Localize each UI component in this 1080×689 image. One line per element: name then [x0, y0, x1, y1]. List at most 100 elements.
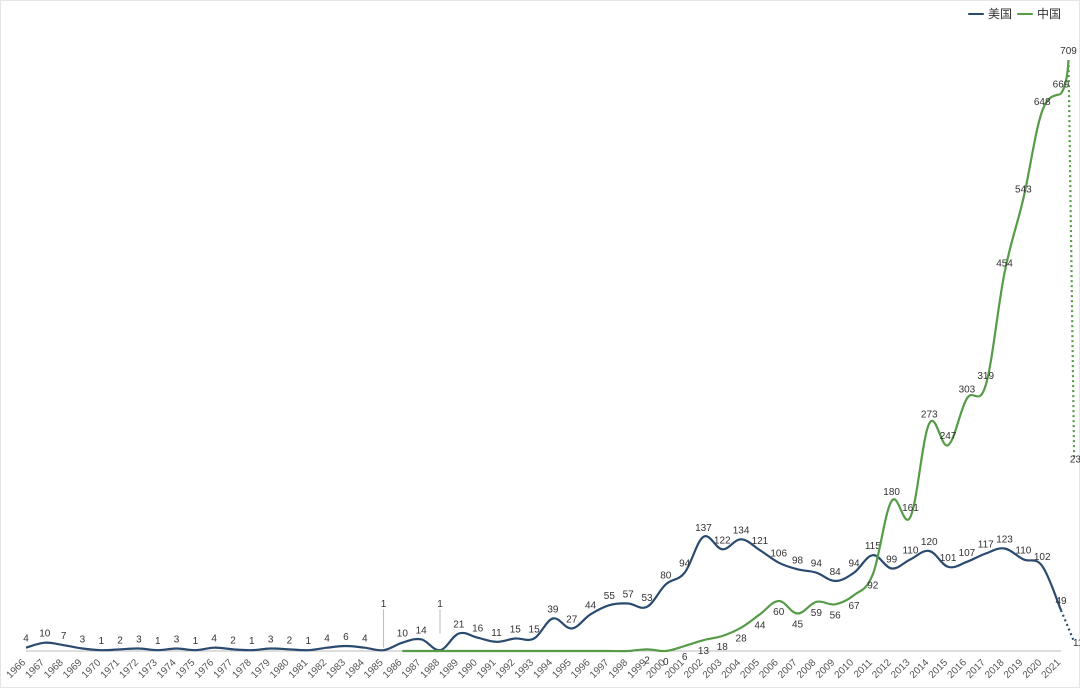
x-tick-label: 1980: [268, 657, 292, 681]
x-tick-label: 1984: [343, 657, 367, 681]
point-label: 3: [80, 635, 86, 646]
point-label: 1: [193, 636, 199, 647]
x-tick-label: 1974: [155, 657, 179, 681]
point-label: 123: [996, 535, 1013, 546]
point-label: 101: [940, 553, 957, 564]
point-label: 94: [811, 559, 823, 570]
point-label: 94: [679, 559, 691, 570]
point-label: 1: [249, 636, 255, 647]
x-tick-label: 2005: [739, 657, 763, 681]
point-label: 84: [830, 567, 842, 578]
x-tick-label: 1982: [306, 657, 330, 681]
x-tick-label: 2012: [870, 657, 894, 681]
point-label: 543: [1015, 185, 1032, 196]
x-tick-label: 1975: [174, 657, 198, 681]
x-tick-label: 1994: [532, 657, 556, 681]
legend-label-us: 美国: [988, 5, 1012, 22]
point-label: 180: [883, 487, 900, 498]
point-label: 67: [848, 601, 860, 612]
x-tick-label: 2006: [757, 657, 781, 681]
point-label: 15: [529, 625, 541, 636]
x-tick-label: 1970: [80, 657, 104, 681]
x-tick-label: 1997: [588, 657, 612, 681]
point-label: 4: [23, 634, 29, 645]
point-label: 44: [754, 620, 766, 631]
point-label: 2: [644, 655, 650, 666]
x-tick-label: 1967: [23, 657, 47, 681]
legend-swatch-china: [1017, 13, 1033, 15]
point-label: 1: [437, 599, 443, 610]
point-label: 1: [305, 636, 311, 647]
point-label: 122: [714, 535, 731, 546]
x-tick-label: 2019: [1002, 657, 1026, 681]
point-label: 137: [695, 523, 712, 534]
point-label: 99: [886, 555, 898, 566]
point-label: 10: [39, 629, 51, 640]
x-tick-label: 1983: [325, 657, 349, 681]
point-label: 39: [547, 605, 559, 616]
x-tick-label: 1989: [437, 657, 461, 681]
point-label: 2: [287, 635, 293, 646]
point-label: 28: [736, 634, 748, 645]
point-label: 55: [604, 591, 616, 602]
point-label: 709: [1060, 46, 1077, 57]
x-tick-label: 1971: [99, 657, 123, 681]
x-tick-label: 1985: [362, 657, 386, 681]
x-tick-label: 2011: [852, 657, 875, 680]
point-label: 4: [211, 634, 217, 645]
point-label: 107: [959, 548, 976, 559]
point-label: 18: [717, 642, 729, 653]
point-label: 4: [362, 634, 368, 645]
point-label: 21: [453, 620, 465, 631]
x-tick-label: 1992: [494, 657, 518, 681]
point-label: 3: [136, 635, 142, 646]
x-tick-label: 2008: [795, 657, 819, 681]
legend-swatch-us: [968, 13, 984, 15]
x-tick-label: 2017: [964, 657, 988, 681]
point-label: 94: [848, 559, 860, 570]
x-tick-label: 1978: [230, 657, 254, 681]
x-tick-label: 1995: [550, 657, 574, 681]
x-tick-label: 1977: [212, 657, 236, 681]
x-tick-label: 2013: [889, 657, 913, 681]
point-label: 15: [510, 625, 522, 636]
point-label: 59: [811, 608, 823, 619]
point-label: 92: [867, 580, 879, 591]
legend-item-china[interactable]: 中国: [1017, 5, 1061, 22]
x-tick-label: 1969: [61, 657, 85, 681]
point-label: 454: [996, 259, 1013, 270]
point-label: 53: [641, 593, 653, 604]
x-tick-label: 1987: [400, 657, 424, 681]
point-label: 3: [268, 635, 274, 646]
x-tick-label: 1976: [193, 657, 217, 681]
x-tick-label: 2015: [927, 657, 951, 681]
point-label: 6: [343, 632, 349, 643]
point-label: 120: [921, 537, 938, 548]
point-label: 80: [660, 570, 672, 581]
x-tick-label: 1973: [136, 657, 160, 681]
x-tick-label: 2018: [983, 657, 1007, 681]
point-label: 134: [733, 525, 750, 536]
x-tick-label: 2003: [701, 657, 725, 681]
point-label: 121: [752, 536, 769, 547]
x-tick-label: 2020: [1021, 657, 1045, 681]
x-tick-label: 2010: [833, 657, 857, 681]
point-label: 57: [623, 590, 635, 601]
point-label: 45: [792, 620, 804, 631]
point-label: 648: [1034, 97, 1051, 108]
series-line-china: [402, 94, 1061, 652]
legend-label-china: 中国: [1037, 5, 1061, 22]
point-label: 117: [978, 540, 994, 551]
point-label: 56: [830, 610, 842, 621]
point-label: 231: [1070, 455, 1080, 466]
x-tick-label: 1996: [569, 657, 593, 681]
x-tick-label: 1966: [5, 657, 29, 681]
point-label: 1: [381, 599, 387, 610]
point-label: 49: [1055, 596, 1067, 607]
x-tick-label: 2009: [814, 657, 838, 681]
x-tick-label: 1979: [249, 657, 273, 681]
point-label: 2: [230, 635, 236, 646]
legend-item-us[interactable]: 美国: [968, 5, 1012, 22]
x-tick-label: 2004: [720, 657, 744, 681]
x-tick-label: 1968: [42, 657, 66, 681]
